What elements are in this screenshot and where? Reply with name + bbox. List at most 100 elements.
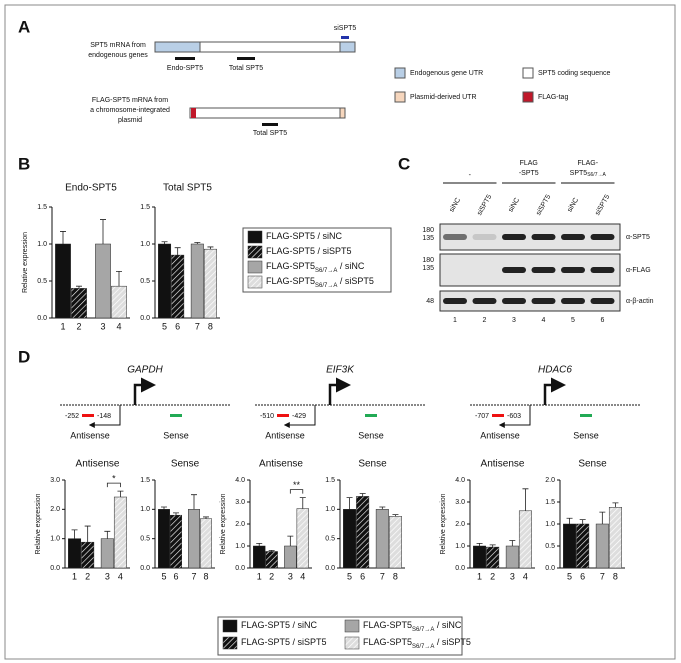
legend-suffix: / siNC <box>315 231 343 241</box>
utr <box>339 107 346 119</box>
legend-suffix: / siNC <box>434 620 462 630</box>
legend-swatch <box>344 636 360 650</box>
y-tick-label: 3.0 <box>455 499 465 506</box>
bar <box>171 254 185 319</box>
diagram-text: plasmid <box>118 117 142 124</box>
y-tick-label: 0.5 <box>37 278 47 285</box>
legend-swatch <box>344 619 360 633</box>
bar <box>170 514 182 569</box>
y-tick-label: 0.0 <box>37 315 47 322</box>
y-axis-label: Relative expression <box>22 232 29 293</box>
error-bar <box>173 512 179 516</box>
bar <box>518 510 532 569</box>
legend-suffix: / siNC <box>290 620 318 630</box>
x-tick-label: 3 <box>105 571 110 581</box>
error-bar <box>566 517 573 524</box>
group-label-text: FLAG <box>520 160 538 167</box>
y-tick-label: 0.0 <box>235 565 245 572</box>
error-bar <box>161 506 167 510</box>
antibody-label: α-FLAG <box>626 267 651 274</box>
probe-label: Antisense <box>70 430 110 440</box>
bar <box>576 523 590 569</box>
x-tick-label: 5 <box>162 321 167 331</box>
x-tick-label: 4 <box>300 571 305 581</box>
x-tick-label: 2 <box>269 571 274 581</box>
y-tick-label: 4.0 <box>235 477 245 484</box>
diagram-label: siSPT5 <box>334 25 357 32</box>
x-tick-label: 4 <box>116 321 121 331</box>
y-tick-label: 1.0 <box>50 536 60 543</box>
blot-panel <box>439 223 621 251</box>
band <box>502 298 526 304</box>
y-tick-label: 0.0 <box>140 565 150 572</box>
y-tick-label: 0.5 <box>545 543 555 550</box>
chart-title: Antisense <box>259 459 303 470</box>
key-swatch <box>522 91 534 103</box>
utr <box>339 41 356 53</box>
diagram-label: Total SPT5 <box>229 65 263 72</box>
panel-label: B <box>18 154 30 173</box>
legend-label: FLAG-SPT5 / siSPT5 <box>266 246 352 256</box>
mw-marker: 135 <box>422 235 434 242</box>
error-bar <box>71 529 78 539</box>
legend-sub: S6/7→A <box>412 644 434 650</box>
group-label-text: FLAG- <box>577 160 598 167</box>
lane-label: siNC <box>507 197 521 214</box>
group-label-text: SPT5 <box>570 170 588 177</box>
legend-suffix: / siNC <box>337 261 365 271</box>
x-tick-label: 2 <box>85 571 90 581</box>
error-bar <box>268 550 275 552</box>
y-axis-label: Relative expression <box>440 493 447 554</box>
sense-probe <box>365 414 377 417</box>
x-tick-label: 8 <box>203 571 208 581</box>
legend-sub: S6/7→A <box>315 268 337 274</box>
panel-label: C <box>398 154 410 173</box>
x-tick-label: 6 <box>580 571 585 581</box>
y-tick-label: 1.0 <box>545 521 555 528</box>
mw-marker: 180 <box>422 257 434 264</box>
utr <box>154 41 201 53</box>
significance-bracket <box>106 482 121 488</box>
antisense-arrow <box>283 405 316 428</box>
y-tick-label: 2.0 <box>50 506 60 513</box>
panel-label: D <box>18 347 30 366</box>
blot-panel <box>439 253 621 287</box>
x-tick-label: 8 <box>393 571 398 581</box>
y-axis-label: Relative expression <box>35 493 42 554</box>
chart-title: Total SPT5 <box>163 183 212 194</box>
error-bar <box>522 488 529 511</box>
coord: -603 <box>507 413 521 420</box>
significance-bracket <box>289 489 304 494</box>
bar <box>375 509 389 569</box>
lane-label: siSPT5 <box>594 194 611 217</box>
probe-label: Sense <box>163 430 189 440</box>
mrna-bar <box>189 107 346 119</box>
group-sub: S6/7→A <box>587 172 606 178</box>
legend-swatch <box>222 619 238 633</box>
x-tick-label: 1 <box>257 571 262 581</box>
probe <box>262 123 278 126</box>
frame <box>4 4 676 660</box>
x-tick-label: 8 <box>208 321 213 331</box>
mw-marker: 180 <box>422 227 434 234</box>
mw-marker: 135 <box>422 265 434 272</box>
legend-swatch <box>247 245 263 259</box>
y-tick-label: 0.0 <box>140 315 150 322</box>
y-tick-label: 0.0 <box>455 565 465 572</box>
chart-title: Sense <box>358 459 387 470</box>
legend-suffix: / siSPT5 <box>434 637 471 647</box>
y-tick-label: 2.0 <box>545 477 555 484</box>
error-bar <box>287 535 294 546</box>
bar <box>296 508 309 569</box>
x-tick-label: 7 <box>380 571 385 581</box>
key-swatch <box>394 67 406 79</box>
legend-suffix: / siSPT5 <box>290 637 327 647</box>
bar <box>95 243 111 319</box>
key-swatch <box>394 91 406 103</box>
bar <box>608 507 622 569</box>
error-bar <box>194 242 201 244</box>
y-tick-label: 0.0 <box>325 565 335 572</box>
sense-arrow <box>543 377 566 405</box>
band <box>590 234 615 240</box>
